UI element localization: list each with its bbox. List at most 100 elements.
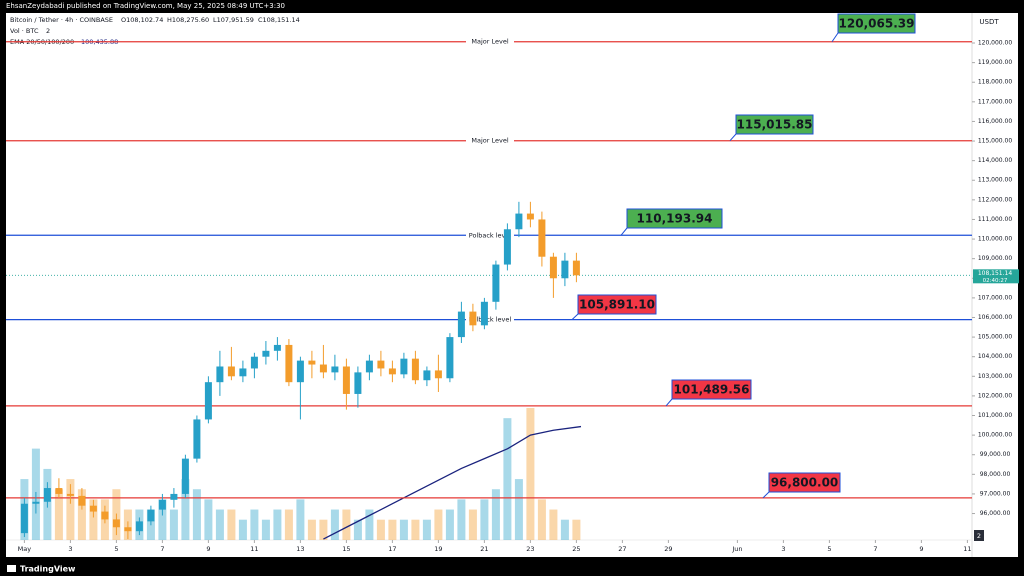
candle-body xyxy=(515,213,523,230)
volume-bar xyxy=(158,499,167,540)
x-tick-label: 21 xyxy=(480,545,488,553)
level-box-label: 110,193.94 xyxy=(637,212,713,226)
candle-body xyxy=(273,344,281,351)
level-pointer xyxy=(729,133,737,142)
candle-body xyxy=(400,358,408,375)
candle-body xyxy=(434,370,442,379)
volume-bar xyxy=(399,519,408,540)
level-note: Major Level xyxy=(471,137,508,145)
level-note: Polback level xyxy=(469,231,512,239)
y-tick-label: 119,000.00 xyxy=(978,59,1013,66)
volume-bar xyxy=(77,489,86,540)
ema-line xyxy=(323,425,582,540)
level-note: Polback level xyxy=(469,316,512,324)
level-pointer xyxy=(571,313,579,320)
currency: USDT xyxy=(979,18,999,26)
candle-body xyxy=(549,256,557,279)
level-box-label: 120,065.39 xyxy=(839,17,915,31)
level-box xyxy=(768,472,841,493)
candle-body xyxy=(538,219,546,257)
candle-body xyxy=(147,509,155,522)
candle-body xyxy=(572,260,580,276)
volume-bar xyxy=(514,479,523,540)
volume-bar xyxy=(319,519,328,540)
candle-body xyxy=(365,360,373,373)
ohlc-close: C108,151.14 xyxy=(258,16,300,24)
x-tick-label: Jun xyxy=(731,545,742,553)
volume-badge-value: 2 xyxy=(977,532,981,540)
candle-body xyxy=(43,488,51,502)
y-tick-label: 120,000.00 xyxy=(978,40,1013,47)
x-tick-label: 5 xyxy=(114,545,118,553)
volume-bar xyxy=(273,509,282,540)
candle-body xyxy=(331,366,339,373)
candle-body xyxy=(181,458,189,494)
volume-bar xyxy=(560,519,569,540)
y-tick-label: 98,000.00 xyxy=(980,471,1011,478)
candle-body xyxy=(204,382,212,420)
candle-body xyxy=(158,499,166,510)
candle-body xyxy=(89,505,97,512)
level-note: Major Level xyxy=(471,38,508,46)
level-box xyxy=(577,294,657,315)
candle-body xyxy=(227,366,235,377)
y-tick-label: 101,000.00 xyxy=(978,412,1013,419)
y-tick-label: 96,000.00 xyxy=(980,510,1011,517)
candle-body xyxy=(411,358,419,381)
volume-bar xyxy=(537,499,546,540)
y-tick-label: 107,000.00 xyxy=(978,294,1013,301)
level-pointer xyxy=(831,32,839,43)
volume-bar xyxy=(307,519,316,540)
level-pointer xyxy=(665,398,673,407)
y-tick-label: 110,000.00 xyxy=(978,236,1013,243)
volume-legend: Vol · BTC xyxy=(10,27,39,35)
level-note-bg xyxy=(466,37,514,46)
x-tick-label: May xyxy=(18,545,32,553)
y-tick-label: 117,000.00 xyxy=(978,98,1013,105)
y-tick-label: 109,000.00 xyxy=(978,255,1013,262)
volume-bar xyxy=(330,509,339,540)
candle-body xyxy=(308,360,316,365)
volume-badge xyxy=(974,530,984,541)
volume-bar xyxy=(457,499,466,540)
volume-bar xyxy=(261,519,270,540)
x-tick-label: 7 xyxy=(873,545,877,553)
y-tick-label: 103,000.00 xyxy=(978,373,1013,380)
volume-bar xyxy=(169,509,178,540)
volume-bar xyxy=(411,519,420,540)
x-tick-label: 11 xyxy=(963,545,971,553)
volume-bar xyxy=(572,519,581,540)
candle-body xyxy=(55,488,63,494)
candle-body xyxy=(480,301,488,326)
countdown: 02:40:27 xyxy=(983,278,1008,284)
x-tick-label: 23 xyxy=(526,545,534,553)
level-note-bg xyxy=(466,136,514,145)
volume-bar xyxy=(54,489,63,540)
volume-bar xyxy=(227,509,236,540)
candle-body xyxy=(503,229,511,265)
candle-body xyxy=(112,519,120,528)
ohlc-open: O108,102.74 xyxy=(121,16,163,24)
symbol-legend: Bitcoin / Tether · 4h · COINBASE xyxy=(10,16,113,24)
volume-bar xyxy=(445,509,454,540)
y-tick-label: 97,000.00 xyxy=(980,490,1011,497)
candle-body xyxy=(66,493,74,496)
level-box-label: 101,489.56 xyxy=(674,383,750,397)
level-box-label: 96,800.00 xyxy=(771,476,839,490)
volume-bar xyxy=(284,509,293,540)
candle-body xyxy=(262,350,270,357)
volume-bar xyxy=(353,519,362,540)
level-box xyxy=(837,13,916,34)
ohlc-high: H108,275.60 xyxy=(167,16,209,24)
x-tick-label: 5 xyxy=(827,545,831,553)
candle-body xyxy=(354,372,362,394)
y-tick-label: 115,000.00 xyxy=(978,138,1013,145)
volume-bar xyxy=(503,418,512,540)
x-tick-label: 29 xyxy=(664,545,672,553)
candle-body xyxy=(216,366,224,383)
volume-bar xyxy=(491,489,500,540)
last-price-label: 108,151.14 xyxy=(978,270,1013,277)
y-tick-label: 112,000.00 xyxy=(978,196,1013,203)
y-tick-label: 116,000.00 xyxy=(978,118,1013,125)
